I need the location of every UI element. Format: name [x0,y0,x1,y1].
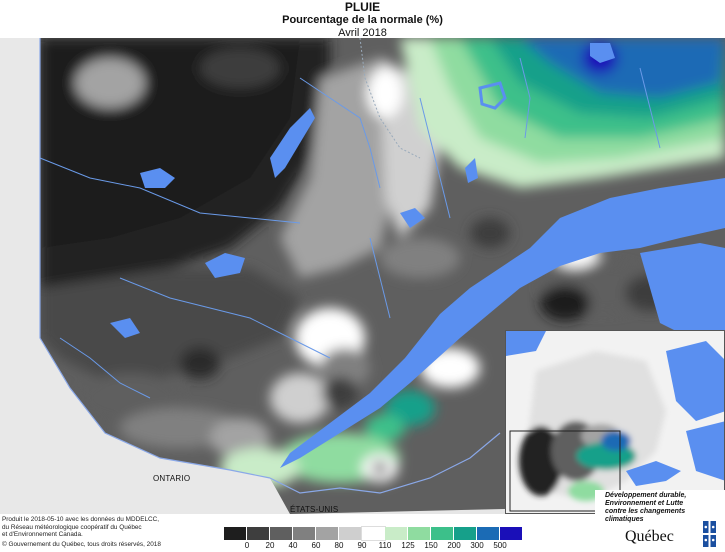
legend-label: 200 [447,541,461,550]
copyright: © Gouvernement du Québec, tous droits ré… [2,541,161,548]
legend-label: 90 [357,541,367,550]
map-header: PLUIE Pourcentage de la normale (%) Avri… [0,0,725,40]
legend-swatch [224,527,247,540]
credits-line3: et d'Environnement Canada. [2,531,83,539]
logo-line1: Développement durable, [605,492,687,499]
legend-label: 40 [288,541,298,550]
legend-label: 80 [334,541,344,550]
legend-swatch [339,527,362,540]
legend-swatch [316,527,339,540]
legend-swatch [408,527,431,540]
map-title: PLUIE [344,0,381,14]
legend-swatch [500,527,523,540]
legend-label: 500 [493,541,507,550]
map-subtitle: Pourcentage de la normale (%) [282,14,443,26]
legend-label: 125 [401,541,415,550]
st-lawrence-river [280,178,725,468]
legend-swatches [224,526,523,541]
legend-swatch [270,527,293,540]
legend-swatch [431,527,454,540]
legend-swatch [454,527,477,540]
inset-locator-map [505,330,725,514]
legend-swatch [247,527,270,540]
legend-label: 150 [424,541,438,550]
legend-label: 60 [311,541,321,550]
precipitation-field [40,38,725,514]
legend-swatch [477,527,500,540]
gulf-water [640,243,725,338]
rivers [39,57,661,399]
fleurdelise-flag-icon [703,521,716,547]
legend-label: 300 [470,541,484,550]
legend-label: 0 [244,541,250,550]
ontario-border [39,38,271,479]
inset-frame [509,430,621,512]
label-usa: ÉTATS-UNIS [290,505,339,514]
lakes [110,43,615,338]
logo-line4: climatiques [605,516,644,523]
credits-line1: Produit le 2018-05-10 avec les données d… [2,516,160,523]
quebec-logo: Développement durable, Environnement et … [595,490,725,552]
map-period: Avril 2018 [338,27,387,39]
logo-name: Québec [625,528,674,545]
color-legend: 0 20 40 60 80 90 110 125 150 200 300 500 [224,526,523,552]
legend-label: 20 [265,541,275,550]
label-ontario: ONTARIO [153,474,191,483]
legend-swatch [361,526,386,541]
credits: Produit le 2018-05-10 avec les données d… [2,516,217,539]
legend-swatch [293,527,316,540]
inset-canvas [506,331,724,513]
logo-line2: Environnement et Lutte [605,500,684,507]
legend-labels: 0 20 40 60 80 90 110 125 150 200 300 500 [224,540,523,552]
logo-line3: contre les changements [605,508,686,515]
legend-swatch [385,527,408,540]
ontario-land [0,38,290,514]
us-border [269,432,501,494]
legend-label: 110 [378,541,392,550]
credits-line2: du Réseau météorologique coopératif du Q… [2,523,142,531]
